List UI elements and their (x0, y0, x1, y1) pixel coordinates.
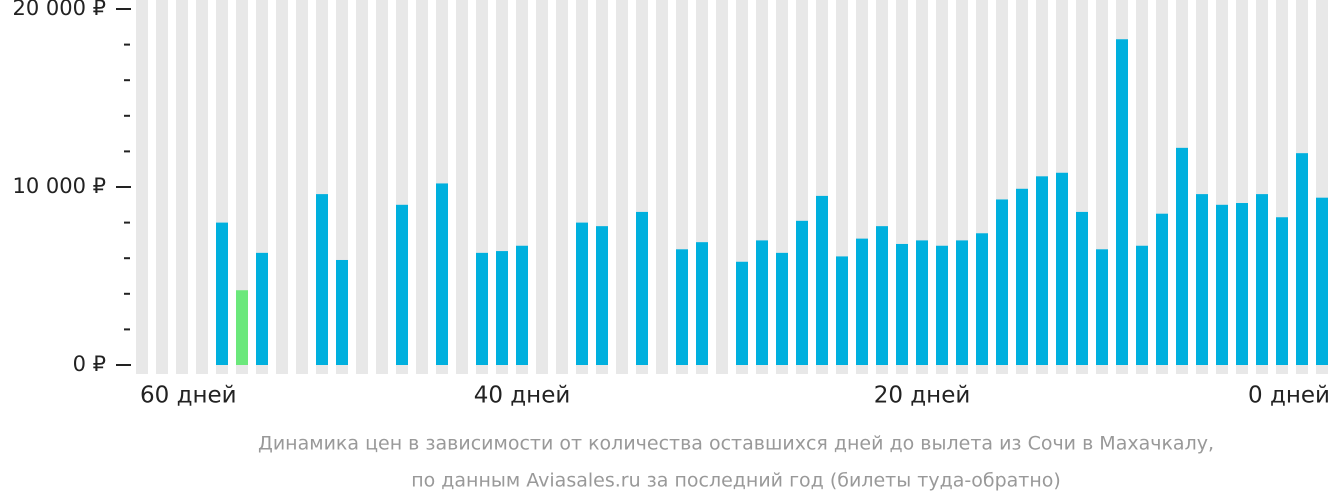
x-tick-label: 40 дней (474, 383, 571, 409)
bar (836, 256, 848, 365)
caption: Динамика цен в зависимости от количества… (258, 433, 1214, 455)
bar (1276, 217, 1288, 365)
bar (956, 240, 968, 365)
bar (1136, 245, 1148, 365)
bar (1036, 176, 1048, 365)
column-bg (536, 0, 548, 374)
column-bg (176, 0, 188, 374)
bar (1056, 172, 1068, 365)
column-bg (656, 0, 668, 374)
bar (336, 259, 348, 365)
bar (1076, 211, 1088, 365)
bar (1016, 188, 1028, 365)
column-bg (276, 0, 288, 374)
bar (996, 199, 1008, 365)
bar (696, 242, 708, 365)
bar (636, 211, 648, 365)
bar (216, 222, 228, 365)
bar (1256, 194, 1268, 365)
bar (436, 183, 448, 365)
column-bg (556, 0, 568, 374)
caption: по данным Aviasales.ru за последний год … (411, 470, 1061, 492)
bar (1216, 204, 1228, 365)
bar (1116, 39, 1128, 365)
column-bg (416, 0, 428, 374)
bar (756, 240, 768, 365)
column-bg (716, 0, 728, 374)
bar (1236, 203, 1248, 365)
bar (476, 252, 488, 365)
column-bg (376, 0, 388, 374)
bar (1296, 153, 1308, 365)
column-bg (356, 0, 368, 374)
x-tick-label: 0 дней (1248, 383, 1330, 409)
column-bg (136, 0, 148, 374)
bar (856, 238, 868, 365)
y-tick-label: 10 000 ₽ (12, 174, 106, 198)
column-bg (456, 0, 468, 374)
x-tick-label: 20 дней (874, 383, 971, 409)
bar (1096, 249, 1108, 365)
bar (796, 220, 808, 365)
bar (916, 240, 928, 365)
bar (316, 194, 328, 365)
column-bg (296, 0, 308, 374)
bar (776, 252, 788, 365)
bar (936, 245, 948, 365)
bar (396, 204, 408, 365)
bar (876, 226, 888, 365)
column-bg (616, 0, 628, 374)
column-bg (236, 0, 248, 374)
column-bg (156, 0, 168, 374)
bar (596, 226, 608, 365)
bar (496, 251, 508, 365)
bar (516, 245, 528, 365)
y-tick-label: 0 ₽ (73, 352, 106, 376)
bar (256, 252, 268, 365)
bar (976, 233, 988, 365)
y-tick-label: 20 000 ₽ (12, 0, 106, 20)
bar (1316, 197, 1328, 365)
bar (576, 222, 588, 365)
bar (676, 249, 688, 365)
bar (1176, 147, 1188, 365)
bar (1156, 213, 1168, 365)
bar (896, 243, 908, 365)
bar (1196, 194, 1208, 365)
x-tick-label: 60 дней (140, 383, 237, 409)
bar (236, 290, 248, 365)
column-bg (196, 0, 208, 374)
bar (736, 261, 748, 365)
bar (816, 195, 828, 365)
